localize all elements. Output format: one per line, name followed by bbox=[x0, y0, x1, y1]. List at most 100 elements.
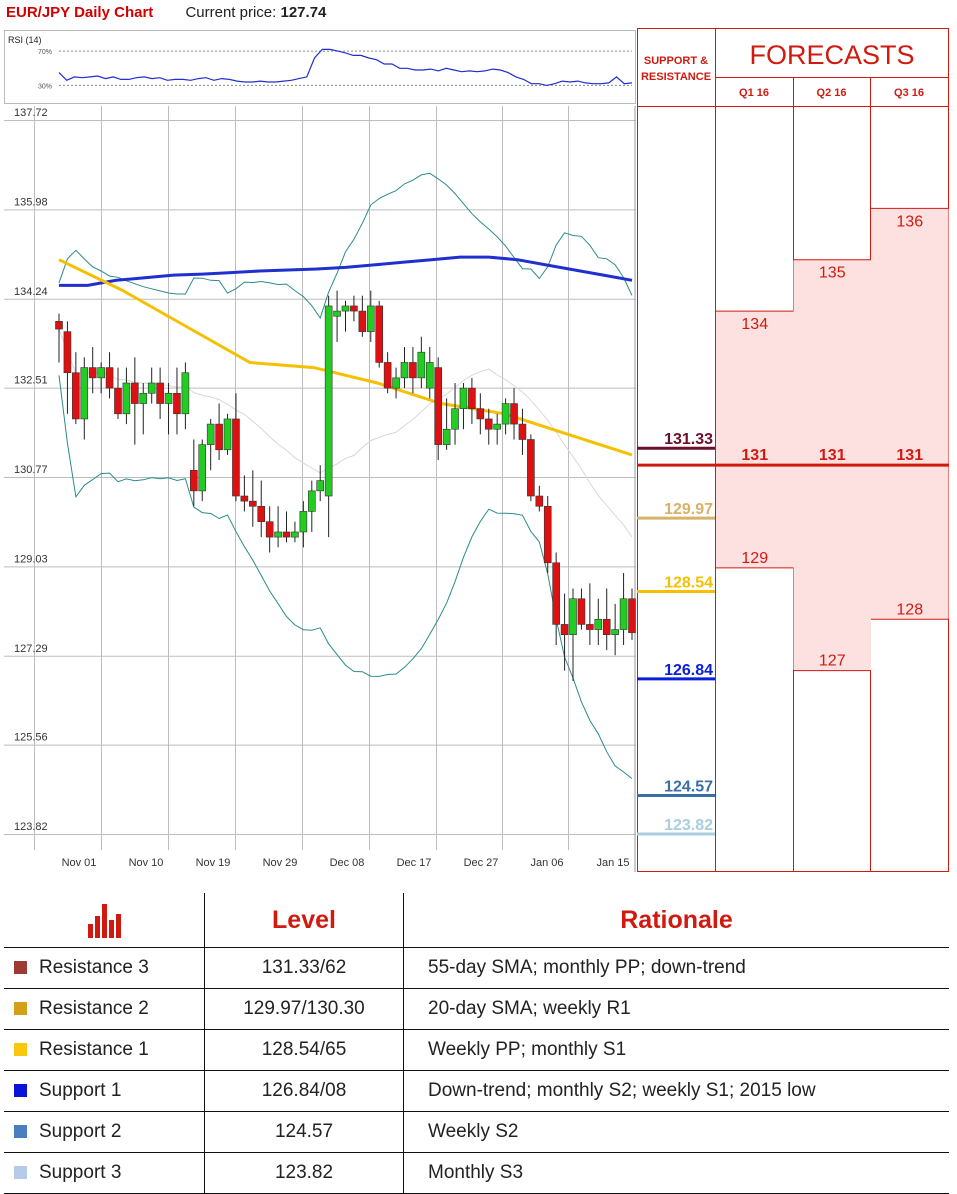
candle bbox=[316, 465, 325, 502]
candle-body bbox=[299, 511, 308, 533]
level-rationale: 55-day SMA; monthly PP; down-trend bbox=[403, 947, 949, 989]
rsi-level-high: 70% bbox=[38, 49, 52, 56]
table-row: Resistance 3 131.33/62 55-day SMA; monthly… bbox=[4, 947, 949, 989]
candle-body bbox=[510, 403, 518, 425]
sr-label: 131.33 bbox=[664, 431, 713, 448]
candle-body bbox=[493, 423, 501, 430]
candle bbox=[147, 367, 156, 404]
candle bbox=[307, 480, 316, 532]
forecast-panel: SUPPORT & RESISTANCE FORECASTS Q1 16 Q2 16 Q3… bbox=[637, 28, 949, 872]
candle-body bbox=[350, 305, 358, 312]
level-swatch bbox=[14, 1166, 27, 1179]
candle-body bbox=[232, 418, 240, 497]
level-name: Support 3 bbox=[39, 1162, 122, 1183]
candle-body bbox=[628, 598, 636, 633]
table-row: Resistance 2 129.97/130.30 20-day SMA; wee… bbox=[4, 988, 949, 1030]
candle bbox=[240, 475, 249, 512]
candle bbox=[569, 588, 577, 681]
level-name: Resistance 2 bbox=[39, 998, 149, 1019]
x-tick-label: Nov 10 bbox=[129, 857, 164, 869]
level-value: 131.33/62 bbox=[204, 947, 404, 989]
candle-body bbox=[358, 310, 367, 332]
sma-blue-line bbox=[59, 255, 633, 287]
y-tick-label: 125.56 bbox=[14, 732, 48, 744]
x-tick-label: Dec 27 bbox=[464, 857, 499, 869]
level-name: Support 2 bbox=[39, 1121, 122, 1142]
quarter-label: Q2 16 bbox=[817, 87, 847, 99]
candle bbox=[299, 501, 308, 548]
bollinger-upper bbox=[58, 172, 633, 320]
level-rationale: Down-trend; monthly S2; weekly S1; 2015 … bbox=[403, 1070, 949, 1112]
candle-body bbox=[425, 362, 434, 389]
candle bbox=[577, 588, 586, 630]
candle-body bbox=[341, 305, 350, 312]
y-tick-label: 130.77 bbox=[14, 464, 48, 476]
forecast-mid: 131 bbox=[819, 447, 846, 464]
candle-body bbox=[501, 403, 510, 425]
candle-body bbox=[80, 367, 89, 420]
candle bbox=[63, 321, 72, 414]
level-rationale: Weekly S2 bbox=[403, 1111, 949, 1153]
candle bbox=[409, 347, 417, 394]
candle-body bbox=[586, 624, 594, 630]
candle-body bbox=[400, 362, 409, 379]
candle bbox=[164, 382, 173, 435]
candle-body bbox=[97, 367, 105, 379]
candle bbox=[131, 357, 139, 445]
candle bbox=[628, 588, 636, 640]
candle-body bbox=[468, 387, 476, 409]
candle-body bbox=[560, 624, 569, 635]
levels-table: Level Rationale Resistance 3 131.33/62 55-… bbox=[4, 893, 949, 1194]
candle-body bbox=[88, 367, 97, 379]
level-name-cell: Support 2 bbox=[4, 1111, 205, 1153]
candle bbox=[619, 573, 628, 645]
candle bbox=[257, 480, 266, 538]
y-tick-label: 123.82 bbox=[14, 821, 48, 833]
candle bbox=[358, 295, 367, 337]
level-value: 128.54/65 bbox=[204, 1029, 404, 1071]
candle bbox=[181, 362, 190, 430]
candle-body bbox=[147, 382, 156, 394]
level-value: 129.97/130.30 bbox=[204, 988, 404, 1030]
candle-body bbox=[265, 521, 274, 538]
y-tick-label: 132.51 bbox=[14, 375, 48, 387]
candle bbox=[324, 295, 333, 538]
level-swatch bbox=[14, 1125, 27, 1138]
candle bbox=[215, 403, 223, 461]
candle-body bbox=[206, 423, 215, 445]
x-tick-label: Jan 15 bbox=[596, 857, 629, 869]
candle bbox=[333, 290, 341, 342]
forecasts-title: FORECASTS bbox=[749, 40, 914, 70]
candle-body bbox=[619, 598, 628, 630]
candle bbox=[341, 300, 350, 332]
y-tick-label: 135.98 bbox=[14, 196, 48, 208]
candle-body bbox=[190, 470, 198, 492]
candle-body bbox=[409, 362, 417, 379]
candle-body bbox=[484, 418, 493, 430]
sr-label: 123.82 bbox=[664, 817, 713, 834]
candle-body bbox=[139, 392, 148, 404]
candle bbox=[223, 413, 232, 455]
candle bbox=[350, 295, 358, 322]
candle bbox=[105, 352, 114, 399]
candle-body bbox=[569, 598, 577, 635]
level-swatch bbox=[14, 1002, 27, 1015]
y-tick-label: 137.72 bbox=[14, 107, 48, 119]
candle bbox=[468, 377, 476, 425]
x-tick-label: Dec 17 bbox=[397, 857, 432, 869]
x-tick-label: Nov 01 bbox=[62, 857, 97, 869]
candle bbox=[535, 485, 544, 512]
candle bbox=[392, 367, 400, 399]
candle bbox=[417, 336, 426, 389]
price-label: Current price: bbox=[185, 4, 277, 21]
candle bbox=[72, 352, 80, 425]
rsi-label: RSI (14) bbox=[8, 35, 42, 45]
candle bbox=[400, 347, 409, 389]
candle-body bbox=[240, 495, 249, 502]
bollinger-lower bbox=[58, 375, 633, 779]
sr-label: 128.54 bbox=[664, 575, 713, 592]
candle bbox=[442, 398, 451, 450]
level-rationale: 20-day SMA; weekly R1 bbox=[403, 988, 949, 1030]
forecast-range bbox=[871, 208, 949, 620]
candle bbox=[375, 300, 384, 368]
